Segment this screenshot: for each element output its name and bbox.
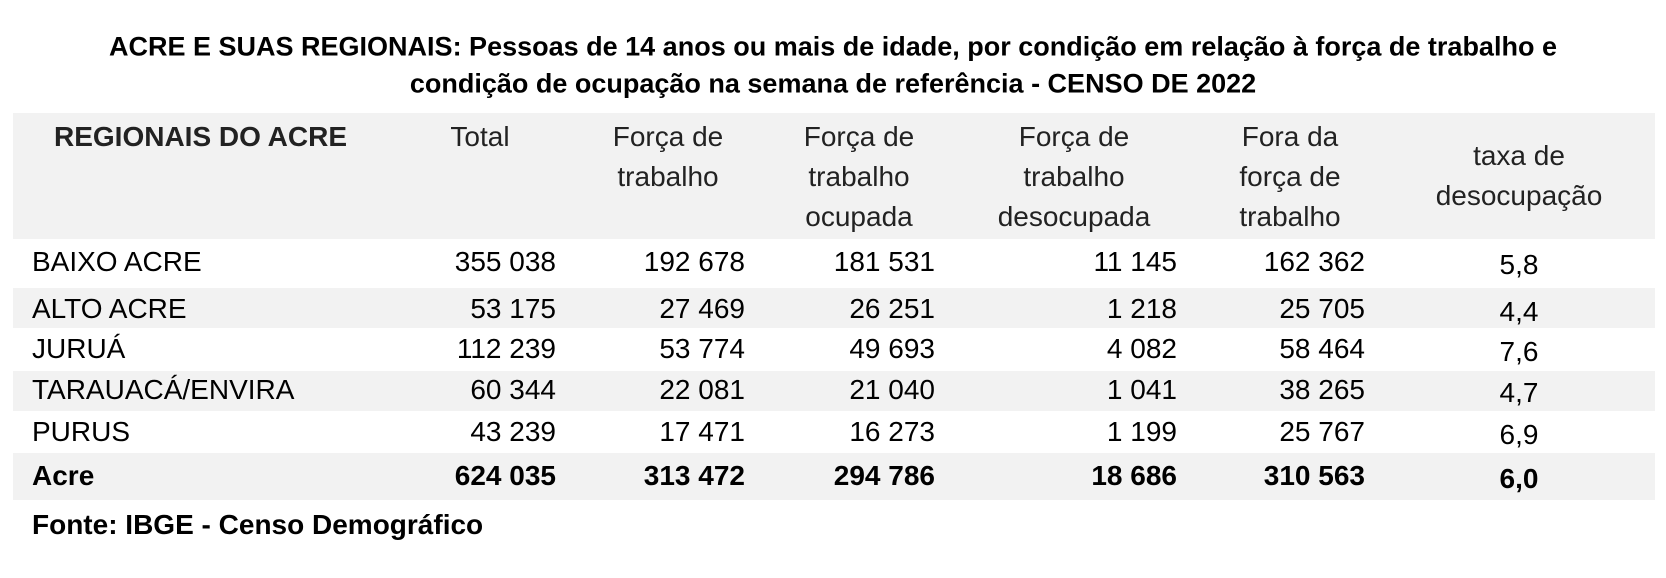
header-cell: Fora da: [1241, 121, 1339, 152]
table-cell: 5,8: [1499, 249, 1539, 280]
table-cell: 16 273: [849, 416, 935, 447]
source-note: Fonte: IBGE - Censo Demográfico: [32, 509, 484, 540]
table-cell: 11 145: [1093, 246, 1177, 277]
row-band: [13, 288, 1655, 328]
table-cell: 1 041: [1106, 374, 1177, 405]
row-label: BAIXO ACRE: [32, 246, 202, 277]
header-cell: REGIONAIS DO ACRE: [54, 121, 347, 152]
row-band: [13, 371, 1655, 411]
header-cell: Força de: [612, 121, 724, 152]
table-cell: 310 563: [1263, 460, 1365, 491]
table-cell: 18 686: [1091, 460, 1177, 491]
table-cell: 7,6: [1499, 336, 1539, 367]
row-label: Acre: [32, 460, 95, 491]
table-cell: 53 774: [659, 333, 745, 364]
header-cell: força de: [1239, 161, 1341, 192]
table-cell: 58 464: [1279, 333, 1365, 364]
header-cell: Força de: [803, 121, 915, 152]
row-band: [13, 453, 1655, 500]
table-cell: 4,7: [1499, 377, 1539, 408]
row-label: ALTO ACRE: [32, 293, 187, 324]
header-cell: trabalho: [1239, 201, 1341, 232]
table-cell: 1 199: [1106, 416, 1177, 447]
table-cell: 4 082: [1106, 333, 1177, 364]
header-cell: desocupada: [997, 201, 1151, 232]
header-cell: taxa de: [1473, 140, 1565, 171]
table-cell: 49 693: [849, 333, 935, 364]
header-cell: trabalho: [617, 161, 719, 192]
table-cell: 313 472: [643, 460, 745, 491]
header-cell: trabalho: [808, 161, 910, 192]
table-cell: 4,4: [1499, 296, 1539, 327]
table-cell: 17 471: [659, 416, 745, 447]
table-cell: 21 040: [849, 374, 935, 405]
table-cell: 624 035: [454, 460, 556, 491]
table-cell: 43 239: [470, 416, 556, 447]
table-cell: 294 786: [833, 460, 935, 491]
row-label: JURUÁ: [32, 333, 126, 364]
table-cell: 6,0: [1499, 463, 1539, 494]
table-cell: 6,9: [1499, 419, 1539, 450]
table-cell: 22 081: [659, 374, 745, 405]
table-cell: 181 531: [833, 246, 935, 277]
header-cell: desocupação: [1435, 180, 1603, 211]
table-cell: 53 175: [470, 293, 556, 324]
header-cell: Força de: [1018, 121, 1130, 152]
title-line: condição de ocupação na semana de referê…: [409, 68, 1257, 99]
header-cell: Total: [450, 121, 510, 152]
table-cell: 162 362: [1263, 246, 1365, 277]
table-cell: 355 038: [454, 246, 556, 277]
table-cell: 27 469: [659, 293, 745, 324]
row-label: TARAUACÁ/ENVIRA: [32, 374, 295, 405]
table-cell: 38 265: [1279, 374, 1365, 405]
table-cell: 25 705: [1279, 293, 1365, 324]
table-cell: 1 218: [1106, 293, 1177, 324]
table-cell: 25 767: [1279, 416, 1365, 447]
table-cell: 60 344: [470, 374, 556, 405]
table-cell: 192 678: [643, 246, 745, 277]
header-cell: ocupada: [805, 201, 913, 232]
header-cell: trabalho: [1023, 161, 1125, 192]
header-band: [13, 113, 1655, 239]
table-cell: 112 239: [456, 333, 556, 364]
table-cell: 26 251: [849, 293, 935, 324]
row-label: PURUS: [32, 416, 131, 447]
title-line: ACRE E SUAS REGIONAIS: Pessoas de 14 ano…: [109, 31, 1557, 62]
